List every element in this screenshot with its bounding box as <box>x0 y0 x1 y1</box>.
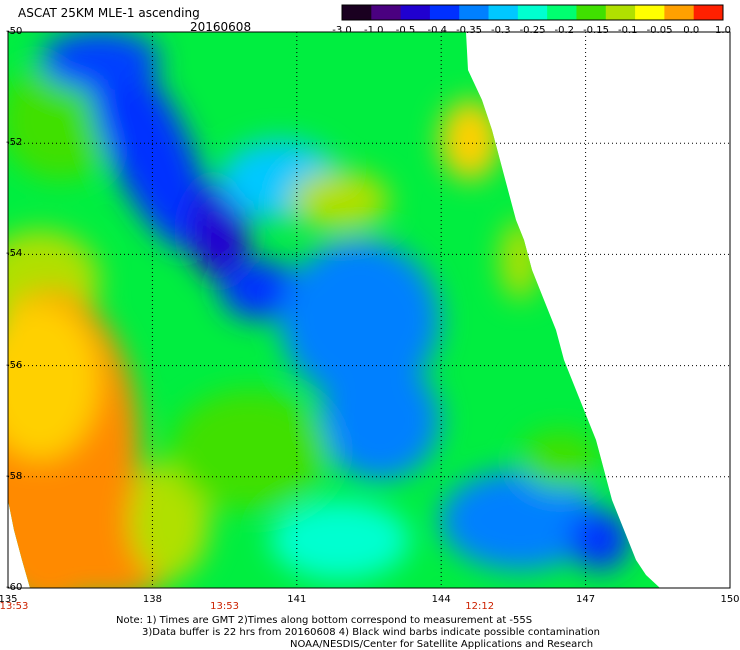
colorbar-swatch <box>488 5 519 20</box>
note-line-2: 3)Data buffer is 22 hrs from 20160608 4)… <box>142 627 600 638</box>
chart-date: 20160608 <box>190 20 252 34</box>
colorbar-swatch <box>576 5 607 20</box>
note-line-1: Note: 1) Times are GMT 2)Times along bot… <box>116 615 533 626</box>
longitude-label: 144 <box>431 594 451 605</box>
colorbar-swatch <box>605 5 636 20</box>
colorbar-label: -0.4 <box>427 25 448 36</box>
latitude-label: -60 <box>6 582 23 593</box>
colorbar-border <box>341 4 724 21</box>
colorbar-label: -1.0 <box>363 25 384 36</box>
latitude-label: -56 <box>6 359 23 371</box>
chart-title: ASCAT 25KM MLE-1 ascending <box>18 6 200 20</box>
time-label: 13:53 <box>0 601 29 612</box>
colorbar <box>341 4 724 21</box>
colorbar-swatch <box>517 5 548 20</box>
plot-frame <box>7 31 731 589</box>
colorbar-label: -0.3 <box>490 25 511 36</box>
colorbar-swatch <box>693 5 724 20</box>
colorbar-swatch <box>342 5 372 20</box>
colorbar-label: -0.1 <box>617 25 638 36</box>
colorbar-label: -0.25 <box>519 25 546 36</box>
note-line-3: NOAA/NESDIS/Center for Satellite Applica… <box>290 639 594 650</box>
colorbar-label: -0.15 <box>583 25 609 36</box>
time-label: 12:12 <box>465 601 495 612</box>
latitude-label: -50 <box>6 26 23 37</box>
latitude-label: -54 <box>6 248 23 260</box>
longitude-label: 150 <box>720 594 740 605</box>
longitude-label: 135 <box>0 594 18 605</box>
latitude-label: -52 <box>6 137 23 149</box>
colorbar-swatch <box>371 5 402 20</box>
colorbar-swatch <box>664 5 695 20</box>
colorbar-label: 1.0 <box>715 25 731 36</box>
colorbar-label: 0.0 <box>683 25 700 36</box>
latitude-label: -58 <box>6 470 23 482</box>
colorbar-swatch <box>459 5 490 20</box>
colorbar-label: -0.5 <box>395 25 416 36</box>
map-plot <box>7 31 731 589</box>
colorbar-label: -0.2 <box>554 25 575 36</box>
colorbar-label: -3.0 <box>332 25 352 36</box>
colorbar-label: -0.05 <box>646 25 673 36</box>
wind-swath <box>8 32 660 588</box>
colorbar-swatch <box>400 5 431 20</box>
longitude-label: 138 <box>142 594 162 605</box>
colorbar-label: -0.35 <box>456 25 482 36</box>
time-label: 13:53 <box>210 601 240 612</box>
colorbar-swatch <box>547 5 577 20</box>
longitude-label: 141 <box>287 594 307 605</box>
longitude-label: 147 <box>576 594 596 605</box>
colorbar-swatch <box>635 5 665 20</box>
colorbar-swatch <box>429 5 460 20</box>
